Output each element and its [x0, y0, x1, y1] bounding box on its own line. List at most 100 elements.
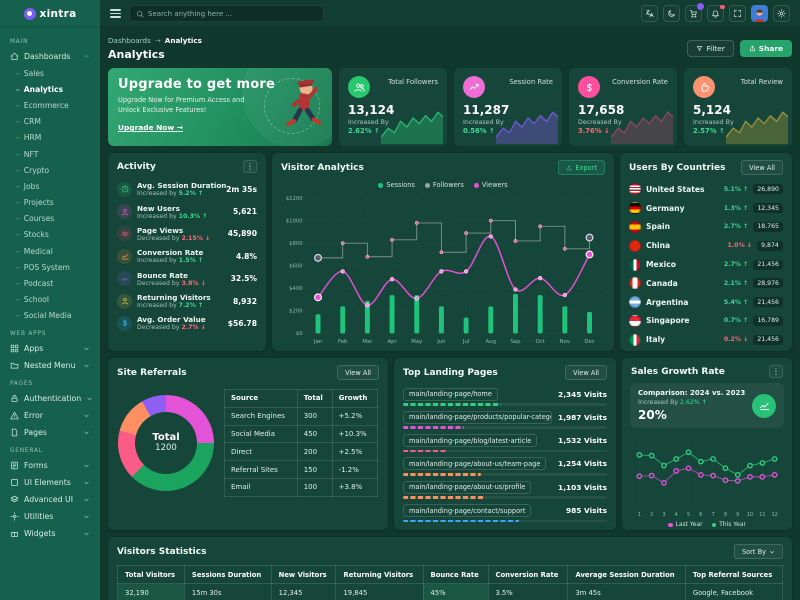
sidebar-item-crm[interactable]: – CRM [16, 117, 41, 127]
country-name: Germany [646, 203, 685, 213]
expand-button[interactable] [729, 5, 746, 22]
stat-label: Total Review [740, 78, 783, 86]
sidebar-item-apps[interactable]: Apps [0, 340, 100, 357]
landing-path: main/landing-page/blog/latest-article [403, 434, 538, 448]
sidebar-item-sales[interactable]: – Sales [16, 68, 45, 78]
landing-progress-track [403, 449, 607, 453]
thumb-icon [701, 82, 709, 92]
sidebar-item-social-media[interactable]: – Social Media [16, 311, 72, 321]
cart-badge [697, 3, 704, 10]
sidebar-item-ui-elements[interactable]: UI Elements [0, 474, 100, 491]
country-percent: 0.7% ↑ [723, 317, 749, 325]
landing-progress-bar [403, 426, 465, 429]
legend-item-sessions[interactable]: Sessions [378, 181, 415, 189]
sidebar-item-stocks[interactable]: – Stocks [16, 230, 49, 240]
sidebar: xintra MAIN Dashboards – Sales – Analytics –… [0, 0, 100, 600]
breadcrumb-parent[interactable]: Dashboards [108, 36, 151, 45]
sidebar-item-dashboards[interactable]: Dashboards [0, 48, 100, 65]
activity-icon-wrap [117, 271, 132, 287]
gear-button[interactable] [773, 5, 790, 22]
filter-button[interactable]: Filter [687, 40, 734, 57]
countries-view-all-button[interactable]: View All [741, 160, 783, 175]
sidebar-item-advanced-ui[interactable]: Advanced UI [0, 491, 100, 508]
upgrade-banner: Upgrade to get more Upgrade Now for Prem… [108, 68, 332, 146]
flag-mx-icon [629, 258, 641, 271]
translate-button[interactable] [641, 5, 658, 22]
legend-item-this-year[interactable]: This Year [711, 521, 746, 528]
landing-visits: 1,254 Visits [558, 459, 607, 469]
svg-text:Mar: Mar [362, 339, 373, 345]
sidebar-item-medical[interactable]: – Medical [16, 246, 53, 256]
chart-line-icon [759, 402, 769, 411]
landing-visits: 1,103 Visits [558, 482, 607, 492]
export-button[interactable]: Export [558, 160, 605, 175]
visitor-analytics-chart: $1200 $1000 $800 $600 $400 $200 $0 Jan Feb Mar Apr… [272, 191, 614, 353]
hamburger-menu-icon[interactable] [110, 9, 121, 18]
sidebar-item-podcast[interactable]: – Podcast [16, 279, 54, 289]
referral-total: 150 [296, 460, 333, 479]
country-value: 26,890 [753, 184, 783, 195]
sidebar-item-error[interactable]: Error [0, 407, 100, 424]
breadcrumb-arrow: → [154, 36, 161, 45]
stat-change-percent: 0.56% ↑ [463, 127, 495, 135]
vstats-col-returning-visitors: Returning Visitors [335, 564, 424, 585]
search-input[interactable] [148, 9, 317, 18]
chevdown-icon [122, 277, 127, 281]
search-icon [137, 10, 144, 17]
sales-chart-button[interactable] [752, 393, 776, 418]
upgrade-now-link[interactable]: Upgrade Now → [118, 123, 183, 133]
chevron-down-icon [83, 412, 90, 419]
legend-item-followers[interactable]: Followers [424, 181, 464, 189]
sidebar-item-nft[interactable]: – NFT [16, 149, 39, 159]
referral-row-email: Email 100 +3.8% [224, 477, 379, 497]
sidebar-item-crypto[interactable]: – Crypto [16, 165, 50, 175]
sidebar-item-jobs[interactable]: – Jobs [16, 181, 40, 191]
sidebar-item-courses[interactable]: – Courses [16, 214, 55, 224]
cart-button[interactable] [685, 3, 704, 22]
share-button[interactable]: Share [739, 40, 792, 57]
stat-change-percent: 2.57% ↑ [693, 127, 725, 135]
vstats-col-new-visitors: New Visitors [270, 564, 337, 585]
sidebar-item-ecommerce[interactable]: – Ecommerce [16, 100, 69, 110]
vstats-cell: 45% [422, 583, 489, 600]
vstats-col-top-referral-sources: Top Referral Sources [684, 564, 784, 585]
sidebar-item-projects[interactable]: – Projects [16, 198, 54, 208]
vstats-cell: 12,345 [270, 583, 337, 600]
activity-more-button[interactable]: ⋮ [243, 160, 257, 173]
chevdown-icon [84, 364, 89, 367]
referral-total: 100 [296, 477, 333, 497]
landing-view-all-button[interactable]: View All [565, 365, 607, 380]
sidebar-item-pages[interactable]: Pages [0, 424, 100, 441]
sidebar-item-widgets[interactable]: Widgets [0, 525, 100, 542]
sort-by-button[interactable]: Sort By [733, 544, 783, 559]
sidebar-item-nested-menu[interactable]: Nested Menu [0, 357, 100, 374]
sidebar-section-label: PAGES [10, 381, 33, 387]
referrals-view-all-button[interactable]: View All [337, 365, 379, 380]
sidebar-item-school[interactable]: – School [16, 295, 50, 305]
vstats-cell: 3m 45s [567, 583, 686, 600]
sidebar-item-pos-system[interactable]: – POS System [16, 262, 70, 272]
country-row-singapore: Singapore 0.7% ↑ 16,789 [620, 311, 792, 330]
brand-logo[interactable]: xintra [0, 0, 100, 28]
page-content: Dashboards → Analytics Analytics Filter … [100, 28, 800, 600]
moon-button[interactable] [663, 5, 680, 22]
user-avatar[interactable] [751, 5, 768, 22]
sidebar-item-hrm[interactable]: – HRM [16, 133, 42, 143]
stat-value: 11,287 [463, 103, 510, 117]
sidebar-item-authentication[interactable]: Authentication [0, 390, 100, 407]
stat-card-session-rate: Session Rate 11,287 Increased By 0.56% ↑ [454, 68, 562, 146]
sidebar-item-forms[interactable]: Forms [0, 457, 100, 474]
tool-icon [10, 512, 19, 521]
legend-item-last-year[interactable]: Last Year [668, 521, 703, 528]
landing-progress-bar [403, 449, 446, 453]
share-icon [749, 45, 755, 52]
sidebar-item-utilities[interactable]: Utilities [0, 508, 100, 525]
bell-button[interactable] [707, 4, 725, 22]
sidebar-item-analytics[interactable]: – Analytics [16, 84, 64, 94]
export-icon [567, 165, 572, 170]
activity-change: Decreased by 2.7% ↓ [137, 324, 206, 332]
landing-row: main/landing-page/blog/latest-article 1,… [394, 432, 616, 455]
user-icon [121, 208, 128, 215]
sales-more-button[interactable]: ⋮ [769, 365, 783, 378]
legend-item-viewers[interactable]: Viewers [473, 181, 508, 189]
